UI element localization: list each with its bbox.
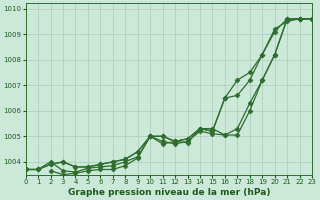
X-axis label: Graphe pression niveau de la mer (hPa): Graphe pression niveau de la mer (hPa)	[68, 188, 270, 197]
